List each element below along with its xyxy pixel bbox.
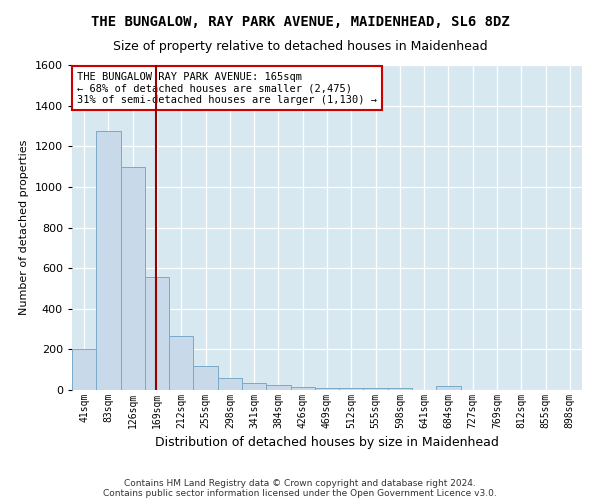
Bar (364, 388, 388, 390)
Text: Contains public sector information licensed under the Open Government Licence v3: Contains public sector information licen… (103, 488, 497, 498)
Bar (266, 385, 290, 390)
Y-axis label: Number of detached properties: Number of detached properties (19, 140, 29, 315)
Bar (218, 378, 242, 390)
Bar (193, 366, 218, 390)
Text: THE BUNGALOW, RAY PARK AVENUE, MAIDENHEAD, SL6 8DZ: THE BUNGALOW, RAY PARK AVENUE, MAIDENHEA… (91, 15, 509, 29)
Bar (436, 386, 461, 390)
Bar (145, 278, 169, 390)
Bar (96, 131, 121, 390)
Bar (242, 383, 266, 390)
Bar (72, 350, 96, 390)
Text: Contains HM Land Registry data © Crown copyright and database right 2024.: Contains HM Land Registry data © Crown c… (124, 478, 476, 488)
X-axis label: Distribution of detached houses by size in Maidenhead: Distribution of detached houses by size … (155, 436, 499, 450)
Text: THE BUNGALOW RAY PARK AVENUE: 165sqm
← 68% of detached houses are smaller (2,475: THE BUNGALOW RAY PARK AVENUE: 165sqm ← 6… (77, 72, 377, 104)
Bar (121, 166, 145, 390)
Bar (339, 388, 364, 390)
Bar (290, 387, 315, 390)
Bar (388, 388, 412, 390)
Text: Size of property relative to detached houses in Maidenhead: Size of property relative to detached ho… (113, 40, 487, 53)
Bar (169, 336, 193, 390)
Bar (315, 388, 339, 390)
